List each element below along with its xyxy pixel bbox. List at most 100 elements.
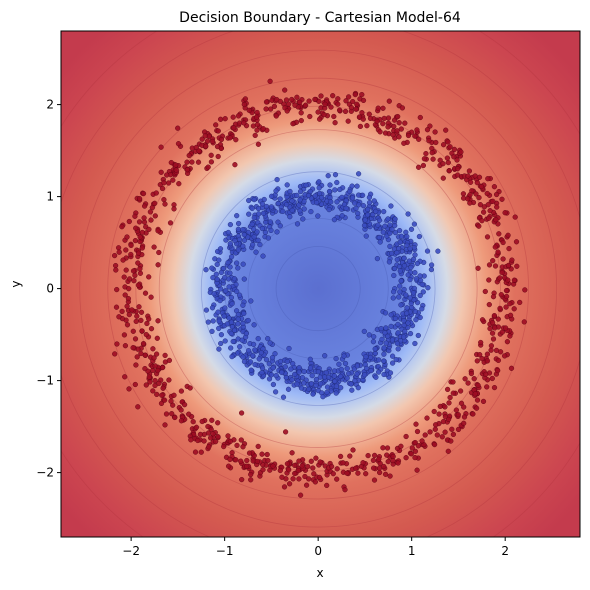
data-point (461, 404, 467, 410)
data-point (166, 377, 172, 383)
data-point (397, 239, 403, 245)
data-point (387, 222, 393, 228)
data-point (268, 106, 274, 112)
data-point (235, 247, 242, 253)
data-point (403, 455, 409, 461)
data-point (214, 276, 220, 282)
data-point (427, 123, 433, 129)
data-point (416, 136, 422, 142)
data-point (152, 363, 158, 369)
data-point (251, 234, 257, 240)
data-point (151, 355, 157, 361)
data-point (152, 200, 158, 206)
data-point (235, 311, 242, 318)
data-point (193, 144, 199, 151)
data-point (447, 394, 453, 401)
data-point (503, 325, 509, 331)
plot-area (61, 31, 580, 537)
data-point (298, 188, 304, 195)
data-point (500, 239, 506, 246)
data-point (203, 143, 209, 149)
data-point (393, 357, 399, 363)
data-point (396, 120, 402, 126)
data-point (414, 127, 420, 133)
data-point (391, 123, 397, 130)
data-point (499, 196, 505, 202)
data-point (450, 390, 456, 396)
data-point (384, 445, 391, 451)
data-point (350, 447, 356, 453)
data-point (332, 187, 338, 193)
data-point (233, 457, 239, 463)
data-point (313, 455, 319, 461)
data-point (249, 221, 255, 227)
data-point (224, 321, 231, 327)
data-point (222, 116, 228, 122)
data-point (439, 434, 445, 440)
data-point (240, 227, 246, 233)
data-point (492, 244, 498, 250)
data-point (372, 346, 378, 352)
data-point (241, 232, 247, 238)
data-point (360, 203, 367, 209)
data-point (222, 305, 228, 311)
data-point (491, 184, 498, 190)
data-point (231, 125, 237, 131)
data-point (289, 207, 295, 214)
data-point (370, 339, 377, 345)
data-point (143, 332, 149, 338)
data-point (388, 312, 394, 318)
data-point (397, 283, 403, 289)
data-point (206, 444, 212, 450)
data-point (371, 334, 377, 340)
data-point (268, 372, 275, 378)
data-point (146, 226, 152, 233)
data-point (401, 334, 407, 340)
data-point (115, 245, 122, 251)
data-point (137, 270, 144, 276)
data-point (152, 213, 158, 219)
data-point (479, 356, 485, 362)
data-point (390, 132, 396, 138)
data-point (241, 359, 248, 365)
data-point (505, 262, 512, 269)
data-point (241, 276, 247, 282)
data-point (159, 392, 165, 398)
data-point (162, 397, 168, 403)
data-point (475, 265, 481, 271)
data-point (265, 458, 271, 464)
data-point (379, 336, 385, 343)
data-point (342, 360, 349, 367)
data-point (388, 323, 394, 330)
data-point (419, 281, 425, 288)
data-point (155, 368, 161, 374)
data-point (494, 191, 500, 198)
data-point (315, 213, 321, 219)
data-point (508, 312, 514, 318)
data-point (376, 456, 382, 462)
data-point (166, 180, 172, 186)
data-point (156, 380, 162, 387)
data-point (182, 402, 188, 408)
data-point (259, 451, 265, 457)
data-point (296, 476, 302, 482)
data-point (395, 460, 401, 466)
data-point (344, 470, 350, 476)
data-point (186, 152, 192, 159)
data-point (507, 333, 513, 339)
data-point (383, 471, 389, 477)
data-point (176, 181, 182, 187)
data-point (188, 437, 194, 443)
data-point (328, 199, 334, 205)
data-point (505, 232, 511, 238)
data-point (135, 404, 141, 410)
data-point (205, 319, 211, 325)
data-point (227, 264, 233, 270)
data-point (269, 193, 275, 199)
data-point (301, 368, 307, 375)
data-point (317, 190, 323, 197)
data-point (338, 373, 344, 380)
data-point (511, 306, 517, 312)
data-point (226, 315, 232, 321)
